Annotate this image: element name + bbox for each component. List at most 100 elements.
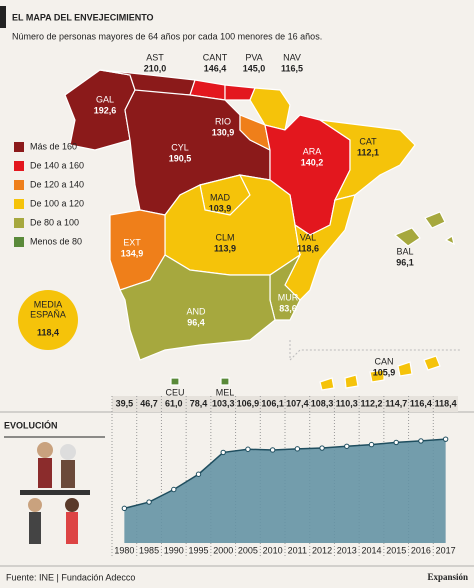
x-tick-label: 2013 [337, 545, 357, 555]
region-value: 103,9 [209, 203, 232, 213]
point [294, 446, 301, 452]
region-value: 112,1 [357, 147, 379, 157]
average-value: 118,4 [37, 327, 59, 337]
area [124, 439, 446, 543]
brand: Expansión [427, 572, 468, 582]
region [393, 211, 455, 247]
legend-swatch [14, 237, 24, 247]
region-value: 96,1 [396, 257, 414, 267]
region-name: VAL [300, 232, 316, 242]
legend-label: Más de 160 [30, 141, 77, 151]
region-shape [319, 377, 335, 391]
value-label: 110,3 [336, 398, 358, 408]
region-value: 190,5 [169, 153, 192, 163]
region-name: BAL [396, 246, 413, 256]
region-name: AND [186, 306, 206, 316]
value-row [112, 396, 458, 412]
region [319, 355, 441, 391]
region-value: 134,9 [121, 248, 144, 258]
region-value: 83,6 [279, 303, 297, 313]
region-name: EXT [123, 237, 141, 247]
source: Fuente: INE | Fundación Adecco [6, 572, 135, 582]
region-shape [393, 227, 421, 247]
x-tick-label: 2010 [263, 545, 283, 555]
region [170, 377, 180, 386]
average-label: ESPAÑA [30, 309, 66, 319]
region-value: 118,6 [297, 243, 319, 253]
x-tick-label: 2017 [436, 545, 456, 555]
value-label: 112,2 [360, 398, 382, 408]
x-tick-label: 2011 [288, 545, 307, 555]
region-value: 192,6 [94, 105, 117, 115]
region-shape [424, 211, 446, 229]
x-tick-label: 2005 [238, 545, 258, 555]
region-value: 140,2 [301, 157, 324, 167]
region-name: GAL [96, 94, 114, 104]
value-label: 108,3 [311, 398, 334, 408]
point [393, 439, 399, 446]
x-tick-label: 1995 [188, 545, 208, 555]
region-shape [344, 374, 359, 389]
region-value: 113,9 [214, 243, 236, 253]
x-tick-label: 1980 [114, 545, 134, 555]
point [368, 441, 375, 448]
point [269, 447, 276, 453]
region-value: 96,4 [187, 317, 205, 327]
region-value: 130,9 [212, 127, 235, 137]
legend-swatch [14, 199, 24, 209]
value-label: 61,0 [165, 398, 183, 408]
region-name: CEU [165, 387, 184, 397]
legend-swatch [14, 218, 24, 228]
legend-label: De 80 a 100 [30, 217, 79, 227]
value-label: 118,4 [435, 398, 457, 408]
point [418, 438, 424, 444]
region-value: 105,9 [373, 367, 396, 377]
point [121, 505, 128, 512]
legend-label: De 120 a 140 [30, 179, 84, 189]
region-name: MEL [216, 387, 235, 397]
region [119, 254, 276, 361]
x-tick-label: 2014 [361, 545, 381, 555]
value-label: 106,1 [261, 398, 284, 408]
region-shape [220, 377, 230, 386]
region-shape [319, 119, 416, 201]
region-shape [239, 114, 271, 152]
region-name: CAN [374, 356, 393, 366]
region-shape [444, 235, 455, 246]
value-label: 46,7 [140, 398, 158, 408]
x-tick-label: 2016 [411, 545, 431, 555]
people-illustration [20, 442, 90, 544]
region-name: MUR [278, 292, 299, 302]
region [220, 377, 230, 386]
average-label: MEDIA [34, 299, 63, 309]
legend-label: Menos de 80 [30, 236, 82, 246]
point [442, 436, 449, 442]
value-label: 114,7 [385, 398, 407, 408]
point [220, 449, 226, 456]
value-label: 116,4 [410, 398, 432, 408]
point [171, 486, 177, 493]
region-name: CYL [171, 142, 189, 152]
point [146, 499, 152, 505]
value-label: 103,3 [212, 398, 235, 408]
region-value: 145,0 [243, 63, 266, 73]
region-name: AST [146, 52, 164, 62]
chart-title: EVOLUCIÓN [4, 419, 58, 430]
region-name: CAT [359, 136, 377, 146]
region-shape [423, 355, 441, 371]
region-shape [397, 361, 413, 377]
region-name: PVA [245, 52, 262, 62]
x-tick-label: 2000 [213, 545, 233, 555]
region-name: MAD [210, 192, 231, 202]
region-value: 116,5 [281, 63, 303, 73]
point [195, 471, 202, 477]
title: EL MAPA DEL ENVEJECIMIENTO [12, 12, 154, 22]
region-shape [170, 377, 180, 386]
legend-label: De 140 a 160 [30, 160, 84, 170]
x-tick-label: 1990 [164, 545, 184, 555]
line [124, 438, 446, 510]
x-tick-label: 1985 [139, 545, 159, 555]
title-bar [0, 6, 6, 28]
region-name: CLM [215, 232, 234, 242]
